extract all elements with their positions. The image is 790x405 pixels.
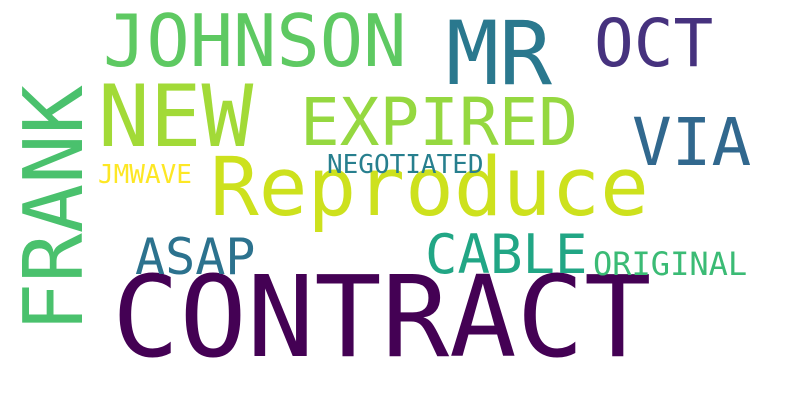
word-asap: ASAP: [135, 228, 256, 286]
word-via: VIA: [632, 104, 752, 181]
word-negotiated: NEGOTIATED: [327, 150, 484, 180]
word-mr: MR: [446, 2, 552, 105]
word-reproduce: Reproduce: [210, 141, 649, 235]
word-frank: FRANK: [7, 85, 102, 332]
word-cable: CABLE: [425, 223, 588, 286]
word-johnson: JOHNSON: [103, 0, 407, 83]
word-oct: OCT: [594, 5, 714, 82]
word-original: ORIGINAL: [593, 245, 748, 283]
word-new: NEW: [98, 67, 254, 167]
word-jmwave: JMWAVE: [98, 160, 192, 190]
word-contract: CONTRACT: [112, 253, 652, 383]
word-expired: EXPIRED: [300, 84, 579, 161]
